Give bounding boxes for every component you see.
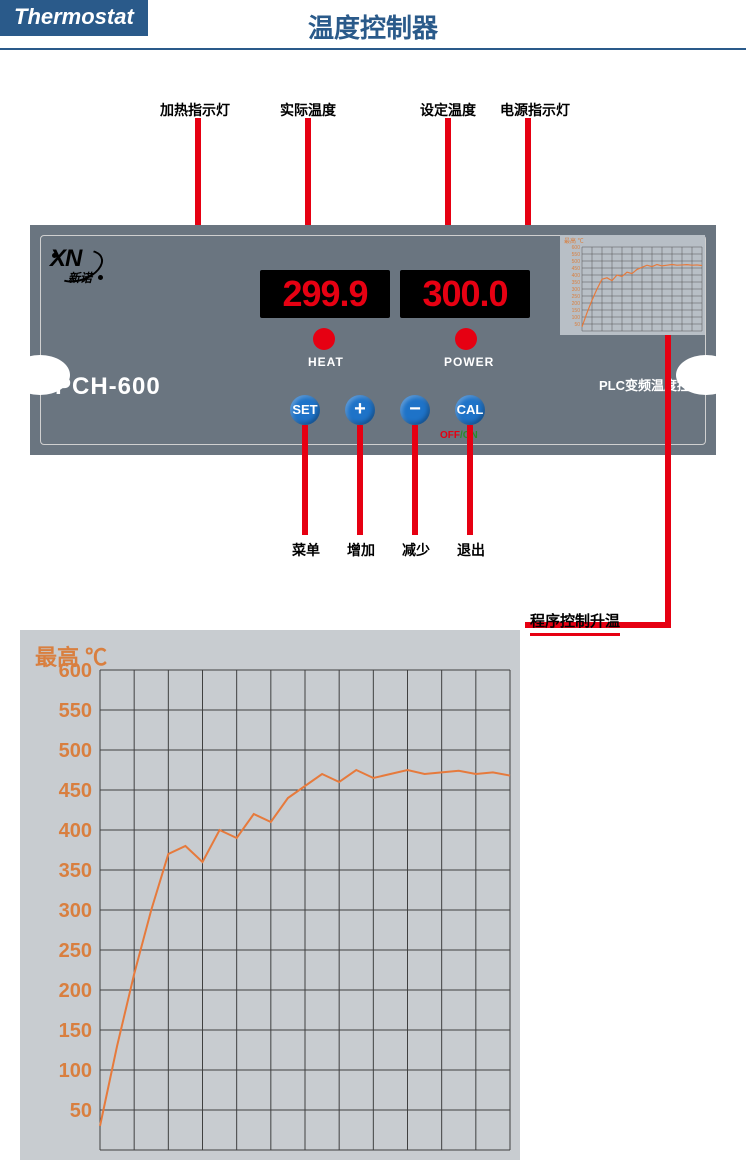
svg-text:450: 450 (59, 780, 92, 802)
label-dec: 减少 (402, 540, 430, 560)
svg-text:250: 250 (572, 294, 581, 300)
callout-line-dec (412, 425, 418, 535)
svg-text:400: 400 (572, 273, 581, 279)
plus-button[interactable]: + (345, 395, 375, 425)
label-set-temp: 设定温度 (420, 100, 476, 120)
mini-chart-title: 最高 ℃ (564, 237, 584, 245)
callout-line-power (525, 118, 531, 213)
off-text: OFF (440, 430, 460, 441)
svg-text:200: 200 (572, 301, 581, 307)
svg-text:550: 550 (572, 252, 581, 258)
callout-line-exit (467, 425, 473, 535)
svg-text:400: 400 (59, 820, 92, 842)
heat-led-label: HEAT (308, 355, 344, 369)
svg-text:350: 350 (59, 860, 92, 882)
device-subtitle: PLC变频温度控制器 (599, 375, 716, 394)
power-led-label: POWER (444, 355, 494, 369)
program-control-label: 程序控制升温 (530, 610, 620, 636)
big-chart-title: 最高 ℃ (35, 640, 107, 672)
heat-led-icon (313, 328, 335, 350)
logo-dot-icon (98, 275, 103, 280)
svg-text:150: 150 (59, 1020, 92, 1042)
svg-text:250: 250 (59, 940, 92, 962)
header-title: 温度控制器 (0, 8, 746, 45)
svg-text:100: 100 (572, 315, 581, 321)
svg-text:100: 100 (59, 1060, 92, 1082)
svg-text:350: 350 (572, 280, 581, 286)
callout-line-menu (302, 425, 308, 535)
big-chart-svg: 50100150200250300350400450500550600 (20, 630, 520, 1160)
svg-text:300: 300 (572, 287, 581, 293)
svg-text:450: 450 (572, 266, 581, 272)
label-inc: 增加 (347, 540, 375, 560)
lcd-actual-temp: 299.9 (260, 270, 390, 318)
power-led-icon (455, 328, 477, 350)
lcd-set-temp: 300.0 (400, 270, 530, 318)
mini-chart: 50100150200250300350400450500550600 最高 ℃ (560, 235, 705, 335)
label-heat-led: 加热指示灯 (160, 100, 230, 120)
cal-button[interactable]: CAL (455, 395, 485, 425)
label-menu: 菜单 (292, 540, 320, 560)
svg-text:150: 150 (572, 308, 581, 314)
big-chart: 50100150200250300350400450500550600 (20, 630, 520, 1160)
model-number: PCH-600 (55, 373, 161, 401)
svg-text:50: 50 (574, 322, 580, 328)
set-button[interactable]: SET (290, 395, 320, 425)
mini-chart-svg: 50100150200250300350400450500550600 最高 ℃ (560, 235, 705, 335)
label-exit: 退出 (457, 540, 485, 560)
minus-button[interactable]: − (400, 395, 430, 425)
header: Thermostat 温度控制器 (0, 0, 746, 50)
svg-text:50: 50 (70, 1100, 92, 1122)
brand-logo: XN 新诺 (50, 245, 120, 295)
callout-line-inc (357, 425, 363, 535)
svg-text:500: 500 (59, 740, 92, 762)
callout-line-program-v (665, 335, 671, 628)
svg-text:300: 300 (59, 900, 92, 922)
label-power-led: 电源指示灯 (500, 100, 570, 120)
label-actual-temp: 实际温度 (280, 100, 336, 120)
logo-dot-icon (52, 253, 57, 258)
svg-text:200: 200 (59, 980, 92, 1002)
svg-text:600: 600 (572, 245, 581, 251)
svg-text:550: 550 (59, 700, 92, 722)
svg-text:500: 500 (572, 259, 581, 265)
